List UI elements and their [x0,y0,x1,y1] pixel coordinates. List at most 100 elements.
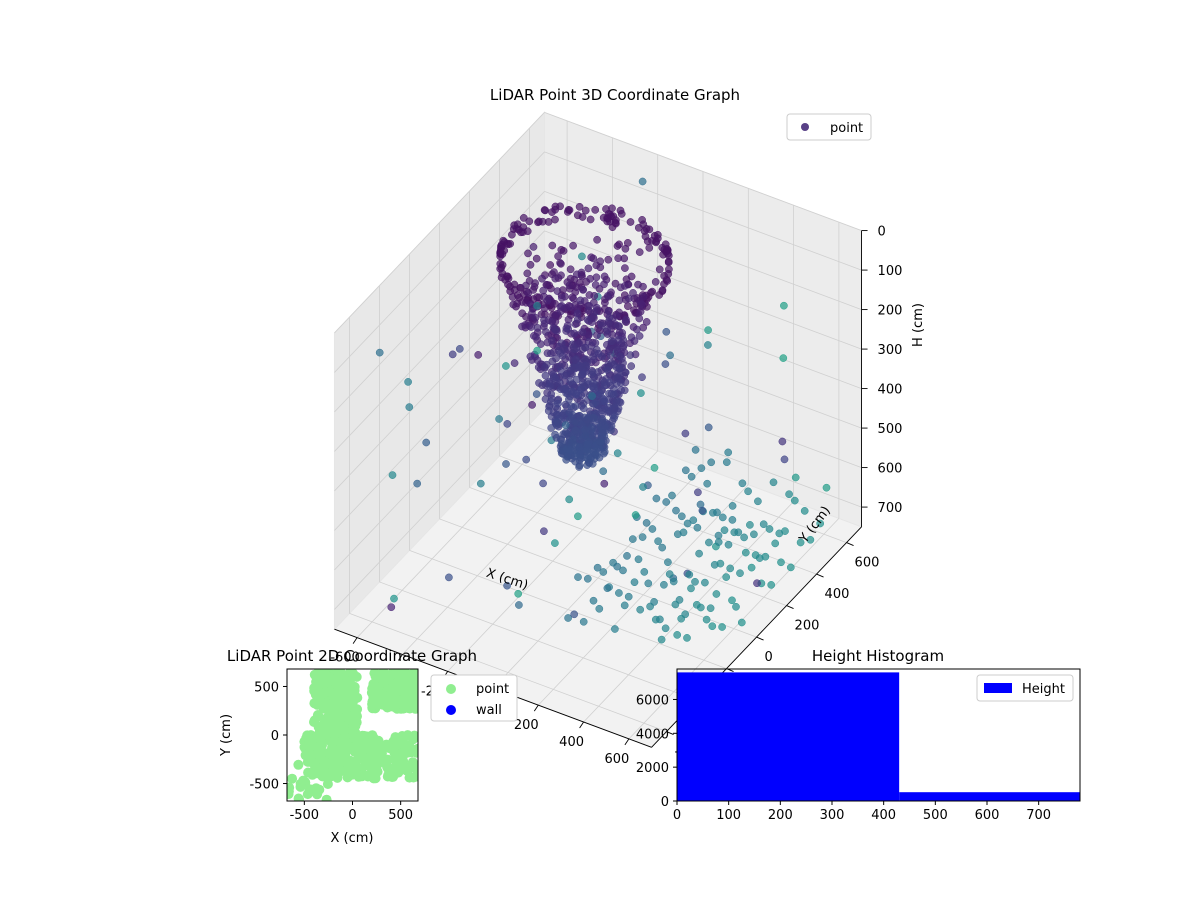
chart-3d-points [375,177,831,644]
chart-3d-point [619,566,627,575]
chart-2d-points [287,669,418,801]
chart-3d-point [524,289,533,297]
chart-3d-point [637,389,645,397]
chart-2d-point [391,678,402,689]
chart-3d-y-tick-label: 0 [765,650,773,665]
chart-3d-point [580,413,589,422]
chart-3d-point [732,602,740,611]
chart-3d-x-tick-label: 400 [559,735,584,750]
chart-3d-point [594,349,603,358]
chart-3d-point [603,584,612,593]
chart-3d-point [661,624,670,633]
chart-3d-point [765,525,774,533]
chart-3d-point [645,244,654,252]
chart-3d-gridline-y [379,581,697,701]
chart-3d-point [698,506,707,515]
chart-3d-point [635,314,644,323]
chart-3d-point [822,483,831,492]
chart-2d-point [368,679,379,689]
chart-3d-point [589,379,597,388]
chart-histogram-legend-swatch [984,683,1012,693]
chart-2d-point [345,696,356,707]
chart-2d-x-tick-label: -500 [290,808,320,823]
chart-3d-point [551,274,560,283]
chart-3d-z-tick-label: 0 [878,225,886,240]
chart-3d-point [536,340,545,348]
chart-3d-point [600,447,609,456]
chart-3d-point [651,278,660,286]
chart-3d-point [616,352,624,361]
chart-3d-point [627,272,636,281]
chart-3d-point [567,387,576,396]
chart-3d-y-tick [846,542,854,546]
chart-3d-y-tick [816,573,824,578]
chart-3d-point [638,177,647,186]
chart-3d-point [806,535,815,544]
chart-3d-point [598,321,606,330]
chart-3d-point [533,324,542,332]
chart-3d-gridline-y [349,613,667,732]
chart-3d-point [566,302,575,311]
chart-3d-point [714,531,723,540]
chart-3d-x-tick-label: 600 [604,752,629,767]
chart-3d-point [557,440,566,448]
chart-3d-title: LiDAR Point 3D Coordinate Graph [490,86,740,104]
chart-3d-x-tick-label: 200 [514,718,539,733]
chart-3d-point [576,296,585,305]
chart-3d-point [569,435,577,444]
chart-2d-point [391,757,402,768]
chart-2d-point [308,785,319,796]
chart-3d-point [701,578,709,587]
chart-3d-point [638,373,646,382]
chart-3d-legend-frame [786,113,872,141]
chart-3d-point [583,316,592,324]
chart-3d-gridline-z [334,191,545,413]
chart-2d-ticks: -500 0 500 -500 0 500 [249,680,413,823]
chart-3d-point [704,341,712,349]
chart-3d-z-tick-label: 400 [878,383,903,398]
chart-3d-point [561,421,570,430]
chart-3d-point [734,528,743,537]
chart-3d-point [696,603,705,612]
chart-3d-point [572,270,581,279]
chart-3d-z-tick-label: 700 [878,501,903,516]
chart-3d-point [588,368,597,376]
chart-3d-point [728,502,737,510]
chart-2d-point [390,700,401,711]
chart-3d-point [575,339,584,348]
chart-3d-point [621,282,629,290]
chart-3d-point [724,448,733,457]
chart-3d-point [569,241,577,250]
chart-3d-point [617,386,626,395]
chart-3d-point [726,564,735,573]
chart-3d-point [785,490,793,499]
chart-3d-gridline-y [469,487,787,606]
chart-3d-point [754,497,762,506]
chart-2d-point [287,782,295,793]
chart-2d-point [321,794,332,801]
chart-3d-point [642,318,651,326]
chart-3d-gridline-y [409,550,727,669]
chart-3d-point [566,274,575,283]
chart-2d-point [327,757,338,767]
chart-2d-point [352,704,363,715]
chart-2d-point [357,730,368,741]
chart-3d-point [675,596,684,604]
chart-3d-point [527,323,535,331]
chart-3d-point [550,268,558,276]
chart-3d-y-tick [786,605,794,609]
chart-3d-point [503,581,511,590]
chart-3d-point [638,216,646,224]
chart-2d-legend-point-marker [446,684,456,694]
chart-3d-point [509,300,518,309]
chart-3d-point [547,390,556,399]
chart-3d-point [750,530,758,539]
chart-3d-point [681,429,690,438]
chart-3d-gridline-z [334,151,545,373]
chart-3d-point [631,511,640,519]
chart-2d-point [321,698,331,709]
chart-3d-point [531,279,539,287]
chart-3d-y-tick-label: 600 [855,556,880,571]
chart-3d-point [565,206,574,214]
chart-3d-point [724,540,733,549]
